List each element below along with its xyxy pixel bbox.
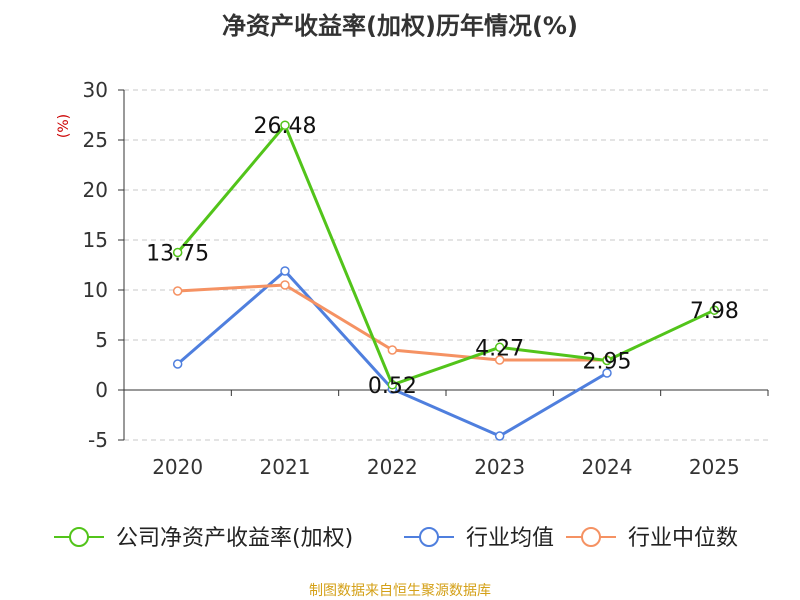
y-tick-label: 10 (83, 278, 108, 302)
legend-marker (69, 527, 89, 547)
legend-label: 公司净资产收益率(加权) (116, 526, 353, 551)
data-point (387, 345, 398, 355)
data-point (280, 280, 290, 290)
legend-marker (581, 527, 601, 547)
data-point (602, 368, 612, 378)
y-tick-label: 30 (83, 78, 108, 102)
data-point (602, 355, 612, 366)
y-tick-label: 20 (83, 178, 108, 202)
x-tick-label: 2020 (152, 455, 203, 479)
x-tick-label: 2021 (260, 455, 311, 479)
data-point (280, 120, 290, 130)
x-tick-label: 2025 (689, 455, 740, 479)
source-note: 制图数据来自恒生聚源数据库 (309, 583, 491, 599)
data-label: 26.48 (254, 114, 317, 139)
data-labels: 13.75 26.48 0.52 4.27 2.95 7.98 (146, 114, 739, 399)
grid-lines (124, 89, 768, 441)
data-point (172, 359, 183, 369)
y-axis-label: (%) (56, 114, 72, 138)
data-label: 0.52 (368, 374, 417, 399)
data-label: 7.98 (690, 299, 739, 324)
legend-label: 行业均值 (466, 526, 554, 551)
data-point (494, 355, 505, 365)
y-tick-label: 15 (83, 228, 108, 252)
y-tick-label: 0 (95, 378, 108, 402)
data-point (709, 305, 720, 315)
data-label: 2.95 (583, 350, 632, 375)
legend-label: 行业中位数 (628, 526, 738, 551)
legend-marker (419, 527, 439, 547)
data-point (172, 286, 183, 296)
series-lines (172, 120, 720, 441)
series-line (176, 123, 715, 387)
y-tick-label: 5 (95, 328, 108, 352)
chart-title: 净资产收益率(加权)历年情况(%) (222, 12, 578, 40)
x-tick-label: 2023 (474, 455, 525, 479)
y-tick-label: 25 (83, 128, 108, 152)
x-tick-label: 2024 (582, 455, 633, 479)
data-point (494, 342, 505, 353)
data-point (172, 247, 183, 258)
legend: 公司净资产收益率(加权) 行业均值 行业中位数 (54, 526, 738, 551)
data-point (280, 266, 290, 276)
data-label: 4.27 (475, 336, 524, 361)
data-point (387, 380, 398, 390)
data-point (494, 431, 505, 441)
x-tick-label: 2022 (367, 455, 418, 479)
y-tick-label: -5 (88, 428, 108, 452)
data-label: 13.75 (146, 242, 209, 267)
